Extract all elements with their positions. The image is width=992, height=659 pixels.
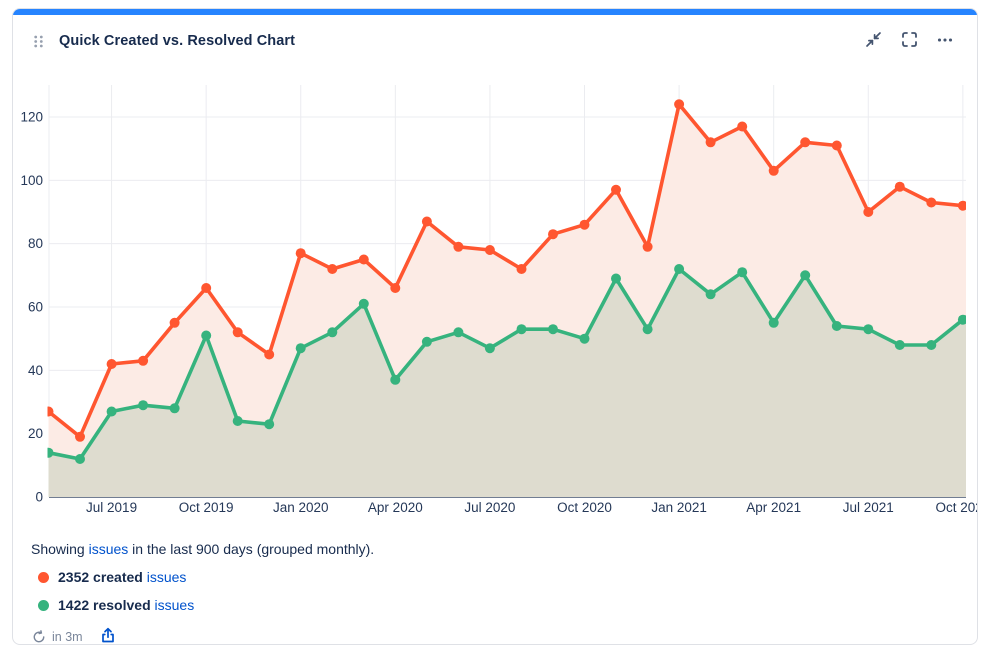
more-options-button[interactable]	[935, 30, 955, 53]
svg-text:Jan 2020: Jan 2020	[273, 500, 329, 515]
refresh-icon	[32, 630, 46, 644]
svg-text:Jul 2021: Jul 2021	[843, 500, 894, 515]
resolved-series-dot	[38, 599, 49, 611]
resolved-count: 1422 resolved	[58, 597, 151, 613]
svg-text:120: 120	[20, 110, 43, 125]
collapse-icon	[865, 31, 882, 51]
fullscreen-button[interactable]	[899, 29, 920, 53]
collapse-button[interactable]	[863, 29, 884, 53]
svg-text:Apr 2020: Apr 2020	[368, 500, 423, 515]
chart-svg[interactable]: 0 20 40 60 80 100 120 Jul 2019 Oct 2019 Jan 2020 A…	[13, 65, 977, 535]
svg-text:Jul 2019: Jul 2019	[86, 500, 137, 515]
svg-text:80: 80	[28, 236, 43, 251]
svg-text:0: 0	[35, 490, 43, 505]
summary-prefix: Showing	[31, 541, 89, 557]
page-title: Quick Created vs. Resolved Chart	[59, 33, 296, 49]
created-count: 2352 created	[58, 569, 143, 585]
svg-text:Oct 2019: Oct 2019	[179, 500, 234, 515]
refresh-countdown: in 3m	[52, 630, 83, 644]
svg-text:Jul 2020: Jul 2020	[464, 500, 515, 515]
dashboard-card: Quick Created vs. Resolved Chart	[12, 8, 978, 645]
svg-text:20: 20	[28, 426, 43, 441]
resolved-issues-link[interactable]: issues	[154, 597, 195, 613]
summary-issues-link[interactable]: issues	[88, 541, 129, 557]
svg-text:40: 40	[28, 363, 43, 378]
svg-text:Oct 2020: Oct 2020	[557, 500, 612, 515]
chart-legend: 2352 created issues 1422 resolved issues	[38, 569, 977, 613]
svg-text:60: 60	[28, 300, 43, 315]
card-footer: in 3m	[32, 625, 977, 644]
svg-text:Apr 2021: Apr 2021	[746, 500, 801, 515]
drag-handle-icon[interactable]	[33, 34, 44, 49]
created-issues-link[interactable]: issues	[146, 569, 187, 585]
card-header: Quick Created vs. Resolved Chart	[13, 15, 977, 53]
ellipsis-icon	[937, 32, 953, 51]
created-series-dot	[38, 571, 49, 583]
export-icon	[100, 627, 116, 644]
svg-text:Oct 2021: Oct 2021	[935, 500, 977, 515]
svg-text:100: 100	[20, 173, 43, 188]
svg-text:Jan 2021: Jan 2021	[651, 500, 707, 515]
legend-item-created: 2352 created issues	[38, 569, 977, 585]
legend-item-resolved: 1422 resolved issues	[38, 597, 977, 613]
fullscreen-icon	[901, 31, 918, 51]
card-accent-bar	[13, 9, 977, 15]
export-button[interactable]	[98, 625, 118, 644]
chart-summary: Showing issues in the last 900 days (gro…	[31, 541, 977, 557]
summary-suffix: in the last 900 days (grouped monthly).	[128, 541, 375, 557]
